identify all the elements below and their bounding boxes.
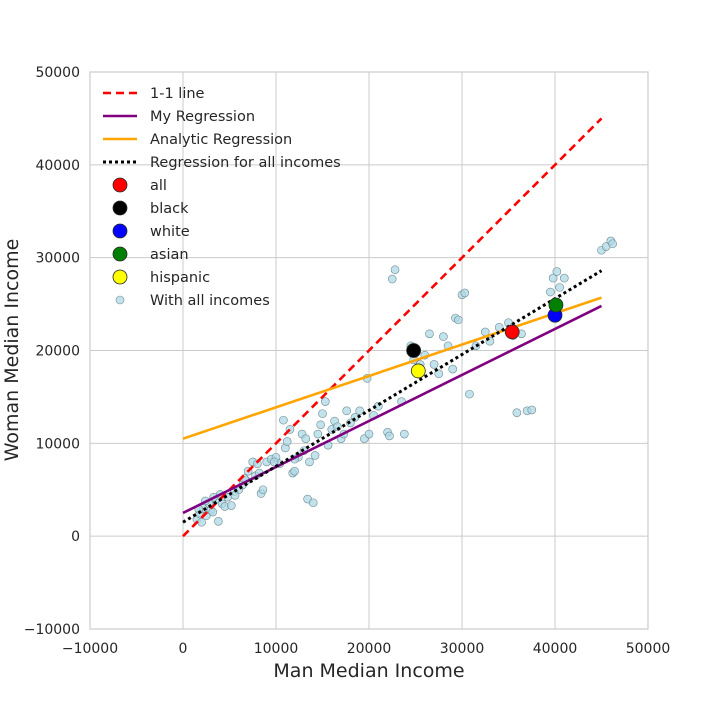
- scatter-point: [387, 274, 397, 284]
- scatter-point: [385, 431, 394, 441]
- y-axis-label: Woman Median Income: [1, 239, 23, 462]
- scatter-point: [230, 491, 240, 500]
- scatter-point: [310, 451, 320, 460]
- x-axis-label: Man Median Income: [273, 660, 464, 682]
- y-tick-label: −10000: [24, 622, 80, 638]
- legend-label: My Regression: [150, 109, 255, 125]
- legend-marker: [112, 177, 128, 193]
- scatter-point: [425, 329, 434, 339]
- legend-label: 1-1 line: [150, 86, 205, 102]
- y-tick-label: 20000: [35, 344, 80, 360]
- scatter-point: [552, 267, 562, 276]
- x-tick-label: 30000: [440, 641, 485, 657]
- group-point: [410, 363, 426, 379]
- plot-area: [182, 117, 617, 538]
- scatter-point: [342, 406, 351, 416]
- group-point: [504, 324, 520, 340]
- legend: 1-1 line My Regression Analytic Regression…: [103, 86, 341, 309]
- scatter-point: [208, 507, 218, 517]
- x-tick-label: 40000: [533, 641, 578, 657]
- scatter-point: [448, 364, 458, 374]
- legend-label: all: [150, 178, 167, 194]
- scatter-point: [269, 457, 279, 467]
- y-tick-label: 10000: [35, 436, 80, 452]
- scatter-point: [301, 434, 311, 443]
- scatter-point: [390, 265, 400, 275]
- scatter-point: [364, 429, 374, 439]
- x-tick-label: 0: [179, 641, 188, 657]
- scatter-point: [313, 429, 323, 439]
- scatter-point: [460, 288, 470, 298]
- group-point: [406, 343, 422, 358]
- scatter-point: [439, 332, 448, 341]
- legend-marker: [112, 246, 128, 262]
- series-line: [182, 117, 603, 538]
- group-point: [548, 297, 564, 313]
- scatter-point: [320, 397, 330, 406]
- scatter-point: [546, 287, 555, 297]
- scatter-point: [290, 466, 299, 476]
- scatter-point: [434, 369, 444, 379]
- scatter-point: [305, 457, 314, 467]
- scatter-point: [214, 517, 223, 526]
- y-tick-label: 50000: [35, 65, 80, 81]
- scatter-point: [400, 429, 409, 439]
- plot-frame: [89, 71, 649, 630]
- legend-marker: [112, 200, 128, 216]
- scatter-point: [527, 405, 537, 415]
- legend-label: white: [150, 224, 190, 240]
- legend-marker: [112, 269, 128, 285]
- x-tick-label: −10000: [62, 641, 118, 657]
- scatter-point: [548, 273, 558, 283]
- scatter-point: [253, 459, 262, 469]
- legend-marker: [115, 295, 125, 305]
- tick-labels: −10000 0 10000 20000 30000 40000 50000 −10000 0 1…: [24, 65, 671, 657]
- legend-label: hispanic: [150, 270, 210, 286]
- scatter-point: [555, 283, 564, 292]
- scatter-point: [512, 408, 522, 417]
- legend-label: black: [150, 201, 189, 217]
- y-tick-label: 40000: [35, 158, 80, 174]
- scatter-point: [453, 315, 463, 325]
- series-line: [182, 296, 602, 440]
- legend-label: Regression for all incomes: [150, 155, 341, 171]
- scatter-point: [465, 389, 474, 399]
- scatter-point: [227, 501, 236, 510]
- x-tick-label: 50000: [626, 641, 671, 657]
- scatter-point: [258, 485, 268, 495]
- scatter-point: [318, 409, 327, 418]
- series-line: [182, 304, 603, 515]
- legend-label: asian: [150, 247, 189, 263]
- scatter-point: [429, 360, 439, 369]
- x-tick-label: 20000: [347, 641, 392, 657]
- y-tick-label: 30000: [35, 251, 80, 267]
- scatter-point: [316, 420, 325, 430]
- scatter-point: [608, 239, 617, 249]
- scatter-point: [279, 415, 288, 425]
- legend-marker: [112, 223, 128, 239]
- y-tick-label: 0: [71, 529, 80, 545]
- legend-label: Analytic Regression: [150, 132, 292, 148]
- scatter-point: [355, 406, 365, 416]
- scatter-point: [282, 437, 292, 446]
- x-tick-label: 10000: [254, 641, 299, 657]
- legend-label: With all incomes: [150, 293, 270, 309]
- scatter-point: [559, 273, 569, 283]
- scatter-point: [308, 498, 318, 508]
